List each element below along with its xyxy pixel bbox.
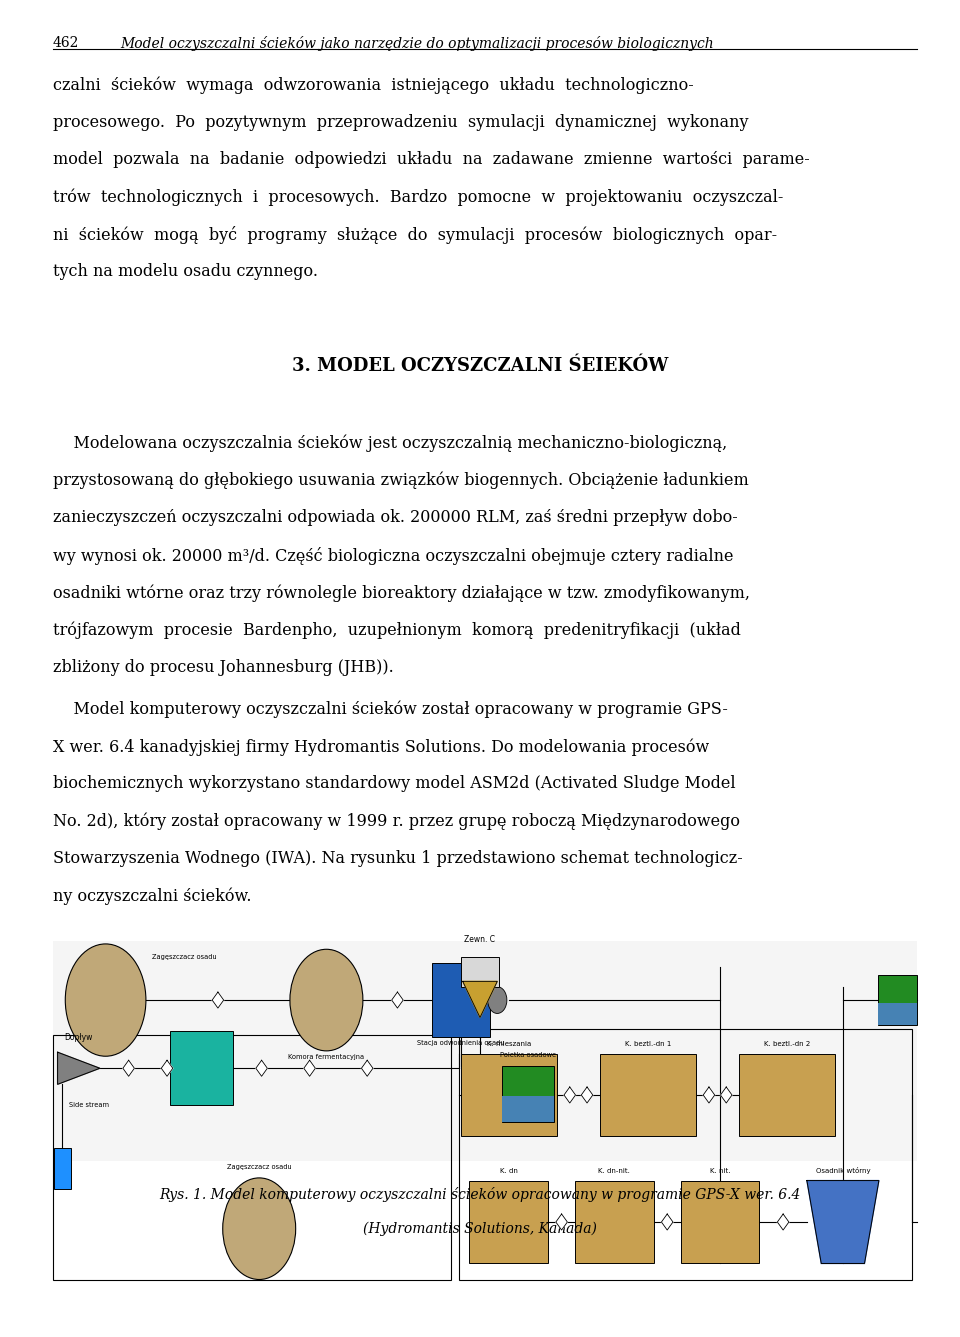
- Text: No. 2d), który został opracowany w 1999 r. przez grupę roboczą Międzynarodowego: No. 2d), który został opracowany w 1999 …: [53, 813, 740, 830]
- Bar: [54, 1148, 71, 1189]
- Text: biochemicznych wykorzystano standardowy model ASM2d (Activated Sludge Model: biochemicznych wykorzystano standardowy …: [53, 775, 735, 793]
- Text: Osadnik wtórny: Osadnik wtórny: [816, 1167, 870, 1174]
- Circle shape: [65, 944, 146, 1056]
- Text: Model oczyszczalni ścieków jako narzędzie do optymalizacji procesów biologicznyc: Model oczyszczalni ścieków jako narzędzi…: [120, 36, 713, 51]
- Text: osadniki wtórne oraz trzy równolegle bioreaktory działające w tzw. zmodyfikowany: osadniki wtórne oraz trzy równolegle bio…: [53, 584, 750, 602]
- Polygon shape: [703, 1087, 714, 1103]
- Polygon shape: [582, 1087, 593, 1103]
- Text: Komora fermentacyjna: Komora fermentacyjna: [288, 1055, 365, 1060]
- Polygon shape: [564, 1087, 575, 1103]
- Text: zbliżony do procesu Johannesburg (JHB)).: zbliżony do procesu Johannesburg (JHB)).: [53, 659, 394, 677]
- Text: Stowarzyszenia Wodnego (IWA). Na rysunku 1 przedstawiono schemat technologicz-: Stowarzyszenia Wodnego (IWA). Na rysunku…: [53, 850, 742, 868]
- Text: czalni  ścieków  wymaga  odwzorowania  istniejącego  układu  technologiczno-: czalni ścieków wymaga odwzorowania istni…: [53, 76, 693, 94]
- Bar: [878, 975, 917, 1025]
- Polygon shape: [303, 1060, 315, 1076]
- Text: Stacja odwodnienia osadu: Stacja odwodnienia osadu: [417, 1040, 505, 1046]
- Circle shape: [223, 1178, 296, 1280]
- Polygon shape: [123, 1060, 134, 1076]
- Bar: [681, 1181, 759, 1263]
- Bar: [575, 1181, 654, 1263]
- Bar: [502, 1096, 555, 1122]
- Bar: [432, 963, 490, 1038]
- Bar: [461, 1054, 557, 1136]
- Text: wy wynosi ok. 20000 m³/d. Część biologiczna oczyszczalni obejmuje cztery radialn: wy wynosi ok. 20000 m³/d. Część biologic…: [53, 547, 733, 564]
- Polygon shape: [361, 1060, 372, 1076]
- Polygon shape: [58, 1052, 100, 1084]
- Circle shape: [488, 987, 507, 1013]
- Text: przystosowaną do głębokiego usuwania związków biogennych. Obciążenie ładunkiem: przystosowaną do głębokiego usuwania zwi…: [53, 472, 749, 489]
- Text: 3. MODEL OCZYSZCZALNI ŚEIEKÓW: 3. MODEL OCZYSZCZALNI ŚEIEKÓW: [292, 357, 668, 374]
- Text: Modelowana oczyszczalnia ścieków jest oczyszczalnią mechaniczno-biologiczną,: Modelowana oczyszczalnia ścieków jest oc…: [53, 435, 727, 452]
- Text: zanieczyszczeń oczyszczalni odpowiada ok. 200000 RLM, zaś średni przepływ dobo-: zanieczyszczeń oczyszczalni odpowiada ok…: [53, 509, 737, 527]
- Text: Side stream: Side stream: [69, 1103, 109, 1108]
- Text: K. mieszania: K. mieszania: [487, 1042, 531, 1047]
- Polygon shape: [778, 1214, 789, 1230]
- Polygon shape: [806, 1181, 879, 1263]
- Circle shape: [290, 949, 363, 1051]
- Text: trów  technologicznych  i  procesowych.  Bardzo  pomocne  w  projektowaniu  oczy: trów technologicznych i procesowych. Bar…: [53, 189, 783, 206]
- Text: ni  ścieków  mogą  być  programy  służące  do  symulacji  procesów  biologicznyc: ni ścieków mogą być programy służące do …: [53, 226, 777, 243]
- Text: (Hydromantis Solutions, Kanada): (Hydromantis Solutions, Kanada): [363, 1222, 597, 1237]
- Text: procesowego.  Po  pozytywnym  przeprowadzeniu  symulacji  dynamicznej  wykonany: procesowego. Po pozytywnym przeprowadzen…: [53, 114, 748, 131]
- Bar: [170, 1032, 232, 1106]
- Text: 462: 462: [53, 36, 79, 49]
- Bar: [53, 941, 917, 1161]
- Bar: [739, 1054, 835, 1136]
- Polygon shape: [392, 992, 403, 1008]
- Text: K. beztl.-dn 1: K. beztl.-dn 1: [625, 1042, 671, 1047]
- Polygon shape: [556, 1214, 567, 1230]
- Bar: [461, 957, 499, 987]
- Text: K. dn: K. dn: [500, 1169, 517, 1174]
- Text: tych na modelu osadu czynnego.: tych na modelu osadu czynnego.: [53, 263, 318, 281]
- Polygon shape: [661, 1214, 673, 1230]
- Text: Zewn. C: Zewn. C: [465, 935, 495, 944]
- Bar: [600, 1054, 696, 1136]
- Text: trójfazowym  procesie  Bardenpho,  uzupełnionym  komorą  predenitryfikacji  (ukł: trójfazowym procesie Bardenpho, uzupełni…: [53, 622, 741, 639]
- Text: ny oczyszczalni ścieków.: ny oczyszczalni ścieków.: [53, 888, 252, 905]
- Text: model  pozwala  na  badanie  odpowiedzi  układu  na  zadawane  zmienne  wartości: model pozwala na badanie odpowiedzi ukła…: [53, 151, 809, 168]
- Bar: [878, 1003, 917, 1025]
- Bar: [469, 1181, 548, 1263]
- Polygon shape: [161, 1060, 173, 1076]
- Text: Zagęszczacz osadu: Zagęszczacz osadu: [152, 955, 216, 960]
- Text: X wer. 6.4 kanadyjskiej firmy Hydromantis Solutions. Do modelowania procesów: X wer. 6.4 kanadyjskiej firmy Hydromanti…: [53, 738, 709, 755]
- Text: Rys. 1. Model komputerowy oczyszczalni ścieków opracowany w programie GPS-X wer.: Rys. 1. Model komputerowy oczyszczalni ś…: [159, 1187, 801, 1202]
- Polygon shape: [720, 1087, 732, 1103]
- Bar: [459, 1029, 912, 1280]
- Polygon shape: [463, 981, 497, 1017]
- Text: Dopływ: Dopływ: [64, 1032, 93, 1042]
- Text: Poletka osadowe: Poletka osadowe: [500, 1052, 556, 1058]
- Text: Model komputerowy oczyszczalni ścieków został opracowany w programie GPS-: Model komputerowy oczyszczalni ścieków z…: [53, 701, 728, 718]
- Polygon shape: [212, 992, 224, 1008]
- Bar: [502, 1066, 555, 1122]
- Bar: [53, 1035, 451, 1280]
- Text: K. beztl.-dn 2: K. beztl.-dn 2: [764, 1042, 810, 1047]
- Text: K. nit.: K. nit.: [709, 1169, 731, 1174]
- Text: Zagęszczacz osadu: Zagęszczacz osadu: [227, 1165, 292, 1170]
- Polygon shape: [255, 1060, 267, 1076]
- Text: K. dn-nit.: K. dn-nit.: [598, 1169, 631, 1174]
